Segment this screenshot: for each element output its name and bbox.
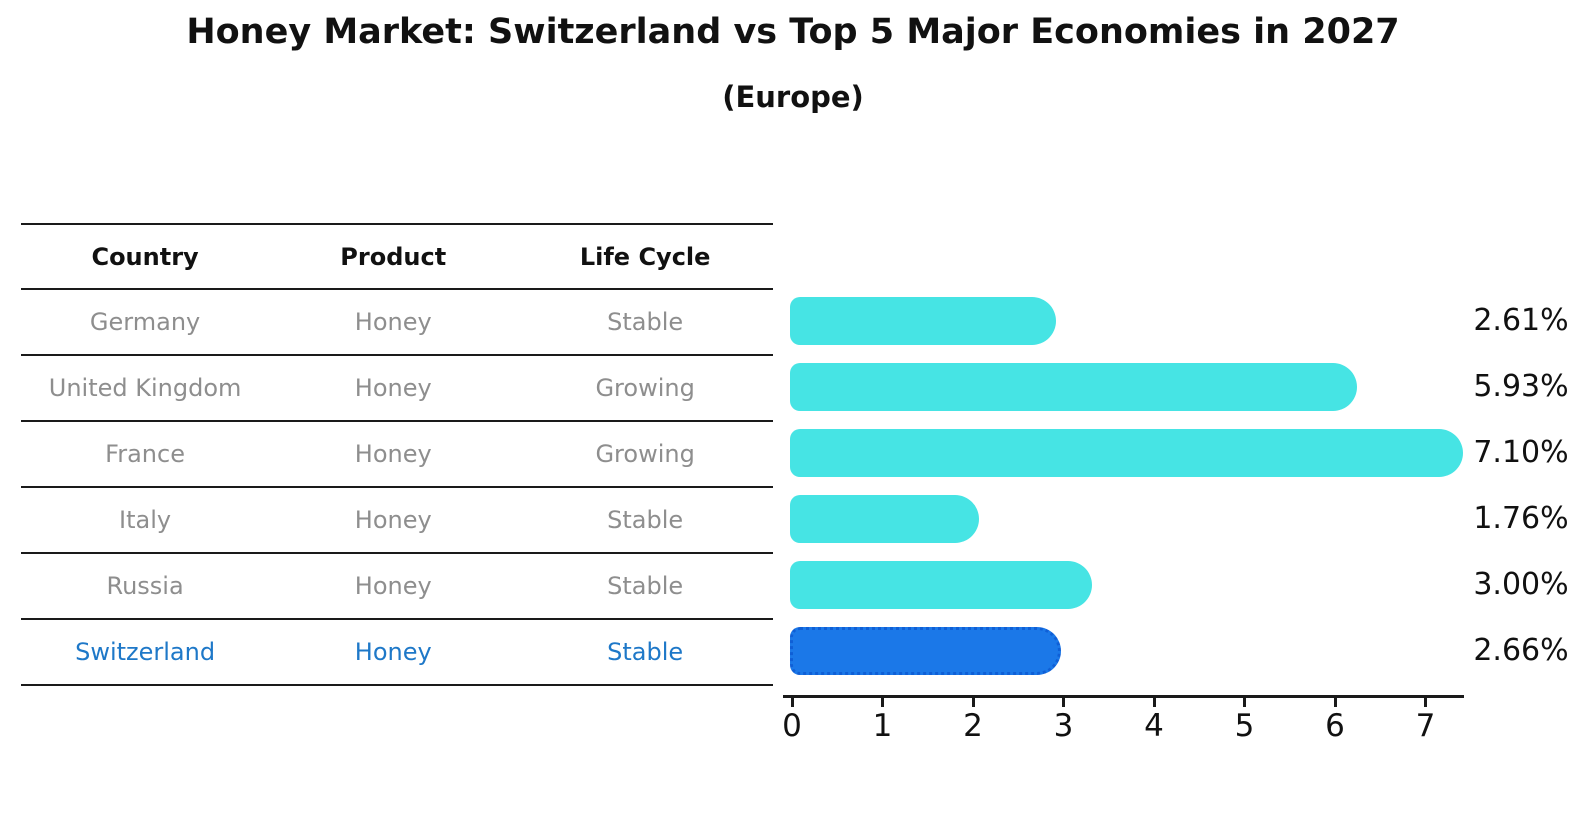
tick-label: 1 (872, 708, 893, 744)
table-row: France Honey Growing (21, 422, 773, 488)
bar-switzerland (790, 627, 1061, 675)
x-axis-tick: 3 (1019, 698, 1109, 743)
x-axis-tick: 1 (838, 698, 928, 743)
chart-title: Honey Market: Switzerland vs Top 5 Major… (186, 12, 1400, 52)
table-cell-product: Honey (354, 638, 432, 666)
bar-italy (790, 495, 980, 543)
country-table: Country Product Life Cycle Germany Honey… (21, 223, 773, 686)
tick-label: 2 (963, 708, 983, 744)
tick-label: 0 (782, 708, 802, 744)
table-cell-country: United Kingdom (48, 374, 242, 402)
table-cell-country: Russia (106, 572, 184, 600)
tick-label: 5 (1234, 708, 1255, 744)
x-axis-tick: 6 (1290, 698, 1380, 743)
tick-mark (1243, 698, 1246, 707)
bar-russia (790, 561, 1092, 609)
table-cell-life-cycle: Growing (595, 440, 695, 468)
tick-mark (881, 698, 884, 707)
table-cell-life-cycle: Stable (607, 572, 684, 600)
value-label: 3.00% (1473, 567, 1569, 602)
table-header-row: Country Product Life Cycle (21, 223, 773, 290)
table-cell-life-cycle: Stable (607, 638, 684, 666)
table-cell-life-cycle: Stable (607, 506, 684, 534)
value-label: 2.66% (1473, 633, 1569, 668)
table-cell-product: Honey (354, 572, 432, 600)
tick-mark (790, 698, 794, 707)
tick-mark (1333, 698, 1337, 707)
x-axis-tick: 7 (1381, 698, 1471, 743)
table-row: Italy Honey Stable (21, 488, 773, 554)
chart-subtitle: (Europe) (722, 80, 864, 114)
table-cell-country: Germany (89, 308, 201, 336)
tick-mark (971, 698, 975, 707)
tick-mark (1152, 698, 1156, 707)
tick-mark (1062, 698, 1065, 707)
table-cell-product: Honey (354, 506, 432, 534)
table-row: Russia Honey Stable (21, 554, 773, 620)
bar-france (790, 429, 1463, 477)
table-header-life-cycle: Life Cycle (579, 242, 711, 271)
table-cell-product: Honey (354, 374, 432, 402)
tick-label: 4 (1144, 708, 1164, 744)
x-axis-tick: 5 (1200, 698, 1290, 743)
bar-germany (790, 297, 1057, 345)
table-cell-country: Italy (119, 506, 172, 534)
table-header-country: Country (91, 242, 199, 271)
tick-label: 7 (1415, 708, 1436, 744)
value-label: 2.61% (1473, 303, 1569, 338)
table-row: United Kingdom Honey Growing (21, 356, 773, 422)
table-cell-life-cycle: Stable (607, 308, 684, 336)
value-label: 7.10% (1473, 435, 1569, 470)
table-row: Germany Honey Stable (21, 290, 773, 356)
table-cell-product: Honey (354, 440, 432, 468)
value-label: 1.76% (1473, 501, 1569, 536)
x-axis-tick: 0 (747, 698, 837, 743)
table-cell-product: Honey (354, 308, 432, 336)
value-label: 5.93% (1473, 369, 1569, 404)
table-cell-life-cycle: Growing (595, 374, 695, 402)
bar-united-kingdom (790, 363, 1357, 411)
table-row-switzerland: Switzerland Honey Stable (21, 620, 773, 686)
tick-mark (1424, 698, 1427, 707)
x-axis-tick: 2 (928, 698, 1018, 743)
table-cell-country: Switzerland (75, 638, 216, 666)
x-axis-line (783, 695, 1464, 698)
tick-label: 3 (1053, 708, 1074, 744)
tick-label: 6 (1325, 708, 1345, 744)
table-header-product: Product (340, 242, 447, 271)
table-cell-country: France (105, 440, 185, 468)
x-axis-tick: 4 (1109, 698, 1199, 743)
